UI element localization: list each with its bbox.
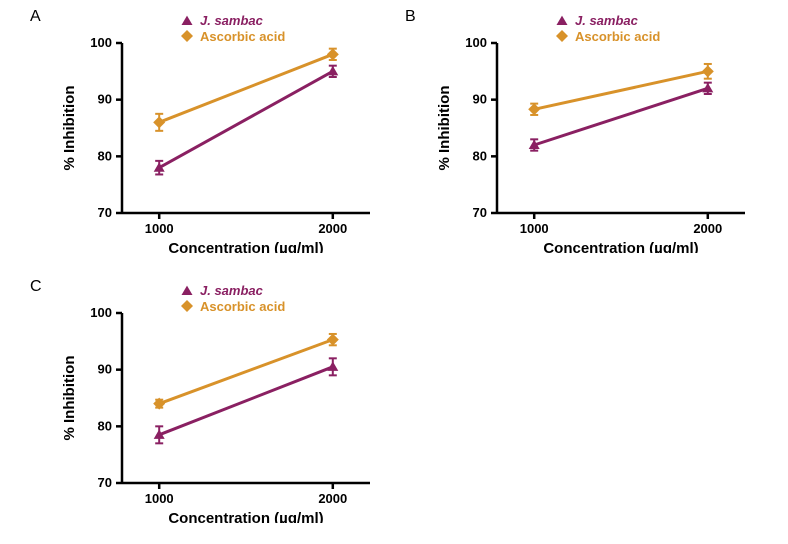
svg-text:% Inhibition: % Inhibition xyxy=(61,86,78,171)
svg-text:70: 70 xyxy=(98,205,112,220)
svg-text:% Inhibition: % Inhibition xyxy=(436,86,453,171)
figure-root: AJ. sambacAscorbic acid70809010010002000… xyxy=(0,0,788,544)
svg-text:Concentration (µg/ml): Concentration (µg/ml) xyxy=(168,240,323,253)
svg-text:70: 70 xyxy=(473,205,487,220)
svg-text:100: 100 xyxy=(90,305,112,320)
chart-svg: 70 80 90 100 1000 2000 Concentration (µg/ml) % … xyxy=(405,8,765,253)
chart-svg: 70 80 90 100 1000 2000 Concentration (µg/ml) % … xyxy=(30,278,390,523)
svg-text:80: 80 xyxy=(98,148,112,163)
svg-text:2000: 2000 xyxy=(693,221,722,236)
svg-text:1000: 1000 xyxy=(520,221,549,236)
svg-text:100: 100 xyxy=(465,35,487,50)
panel-A: AJ. sambacAscorbic acid70809010010002000… xyxy=(30,8,390,253)
svg-text:1000: 1000 xyxy=(145,221,174,236)
svg-text:100: 100 xyxy=(90,35,112,50)
svg-text:2000: 2000 xyxy=(318,491,347,506)
svg-text:90: 90 xyxy=(98,92,112,107)
svg-text:70: 70 xyxy=(98,475,112,490)
svg-text:90: 90 xyxy=(473,92,487,107)
svg-text:% Inhibition: % Inhibition xyxy=(61,356,78,441)
svg-text:90: 90 xyxy=(98,362,112,377)
svg-text:1000: 1000 xyxy=(145,491,174,506)
svg-text:Concentration (µg/ml): Concentration (µg/ml) xyxy=(168,510,323,523)
svg-text:2000: 2000 xyxy=(318,221,347,236)
chart-svg: 70 80 90 100 1000 2000 Concentration (µg/ml) % … xyxy=(30,8,390,253)
panel-B: BJ. sambacAscorbic acid70809010010002000… xyxy=(405,8,765,253)
svg-text:80: 80 xyxy=(473,148,487,163)
panel-C: CJ. sambacAscorbic acid70809010010002000… xyxy=(30,278,390,523)
svg-text:80: 80 xyxy=(98,418,112,433)
svg-text:Concentration (µg/ml): Concentration (µg/ml) xyxy=(543,240,698,253)
